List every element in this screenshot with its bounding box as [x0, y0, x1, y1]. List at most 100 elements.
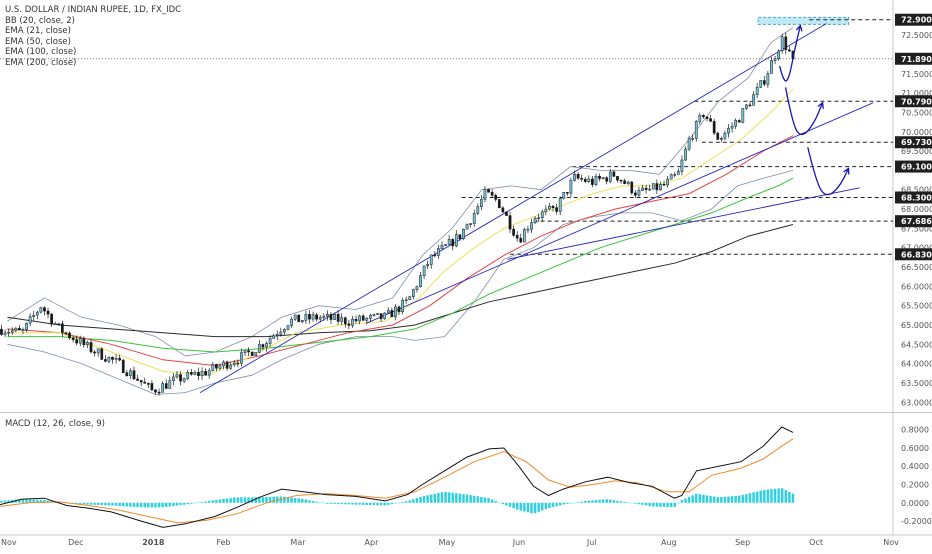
y-tick-label: 64.0000 — [901, 360, 932, 369]
candle-up — [283, 328, 286, 333]
candle-up — [480, 199, 483, 207]
candle-down — [215, 364, 218, 369]
candle-up — [465, 224, 469, 230]
macd-histogram-bar — [734, 495, 737, 503]
candle-down — [784, 36, 788, 51]
candle-up — [254, 352, 258, 356]
macd-histogram-bar — [247, 497, 250, 503]
macd-histogram-bar — [598, 499, 601, 503]
macd-histogram-bar — [404, 501, 408, 503]
y-tick-label: 67.0000 — [901, 244, 932, 253]
macd-histogram-bar — [401, 501, 404, 503]
candle-up — [300, 320, 304, 323]
candle-up — [780, 36, 784, 52]
candle-down — [519, 237, 523, 243]
macd-histogram-bar — [569, 502, 573, 504]
macd-histogram-bar — [107, 502, 111, 506]
indicator-ema-21[interactable]: EMA (21, close) — [5, 26, 71, 36]
macd-legend[interactable]: MACD (12, 26, close, 9) — [5, 419, 105, 429]
candle-up — [444, 244, 447, 246]
macd-y-tick-label: 0.0000 — [901, 499, 929, 508]
price-level-tag — [895, 95, 932, 108]
macd-histogram-bar — [243, 497, 247, 503]
candle-down — [64, 332, 68, 334]
y-tick-label: 72.5000 — [901, 31, 932, 40]
indicator-ema-50[interactable]: EMA (50, close) — [5, 36, 71, 47]
candle-down — [336, 313, 340, 322]
candle-up — [218, 365, 222, 369]
candle-up — [429, 254, 433, 265]
macd-histogram-bar — [39, 499, 43, 503]
candle-down — [354, 318, 358, 322]
macd-histogram-bar — [32, 499, 35, 503]
price-level-label: 66.8300 — [901, 250, 932, 259]
indicator-bb[interactable]: BB (20, close, 2) — [5, 15, 75, 26]
candle-up — [544, 208, 548, 213]
forecast-arrow — [778, 25, 801, 82]
macd-histogram-bar — [748, 493, 752, 503]
candle-down — [512, 228, 515, 236]
macd-histogram-bar — [523, 502, 526, 512]
macd-histogram-bar — [526, 502, 530, 513]
candle-down — [82, 338, 86, 345]
macd-histogram-bar — [322, 502, 326, 504]
macd-histogram-bar — [490, 499, 494, 503]
candle-up — [472, 213, 476, 224]
candle-up — [401, 300, 404, 313]
candle-up — [304, 314, 308, 321]
macd-histogram-bar — [609, 499, 612, 503]
y-tick-label: 63.5000 — [901, 379, 932, 388]
candle-down — [451, 239, 455, 247]
x-tick-label: Nov — [1, 538, 17, 547]
candle-down — [132, 370, 136, 380]
x-tick-label: May — [439, 538, 456, 547]
macd-histogram-bar — [626, 502, 630, 503]
macd-histogram-bar — [365, 502, 369, 505]
macd-signal-line — [0, 438, 794, 524]
macd-histogram-bar — [487, 498, 490, 503]
y-tick-label: 65.5000 — [901, 302, 932, 311]
macd-histogram-bar — [780, 488, 784, 503]
macd-histogram-bar — [318, 502, 322, 503]
macd-histogram-bar — [673, 502, 677, 507]
candle-down — [93, 351, 96, 354]
candle-down — [150, 383, 154, 391]
candle-up — [182, 378, 186, 382]
candle-up — [114, 357, 118, 360]
candle-up — [766, 73, 770, 85]
macd-histogram-bar — [623, 501, 626, 503]
macd-histogram-bar — [283, 496, 286, 503]
price-level-label: 68.3000 — [901, 193, 932, 202]
candle-down — [179, 374, 182, 382]
candle-down — [43, 307, 46, 312]
macd-histogram-bar — [286, 497, 290, 503]
price-level-tag — [895, 191, 932, 204]
price-level-label: 72.9000 — [901, 16, 932, 25]
macd-histogram-bar — [755, 491, 759, 503]
candle-up — [741, 108, 745, 123]
macd-histogram-bar — [444, 491, 447, 503]
candle-up — [286, 325, 290, 330]
candle-down — [712, 121, 716, 134]
macd-histogram-bar — [530, 502, 533, 514]
macd-histogram-bar — [634, 502, 637, 504]
indicator-ema-100[interactable]: EMA (100, close) — [5, 47, 77, 57]
macd-histogram-bar — [483, 497, 487, 503]
candle-up — [673, 174, 677, 176]
price-level-label: 70.7900 — [901, 97, 932, 106]
macd-histogram-bar — [458, 493, 462, 503]
macd-histogram-bar — [770, 489, 773, 503]
macd-histogram-bar — [129, 502, 132, 507]
macd-histogram-bar — [125, 502, 129, 507]
indicator-ema-200[interactable]: EMA (200, close) — [5, 57, 77, 68]
macd-histogram-bar — [505, 502, 508, 506]
candle-down — [125, 372, 129, 376]
macd-histogram-bar — [297, 498, 300, 503]
candle-down — [57, 323, 61, 325]
candle-up — [311, 314, 315, 320]
price-level-tag — [895, 13, 932, 26]
x-tick-label: 2018 — [142, 538, 165, 547]
macd-histogram-bar — [408, 500, 412, 503]
